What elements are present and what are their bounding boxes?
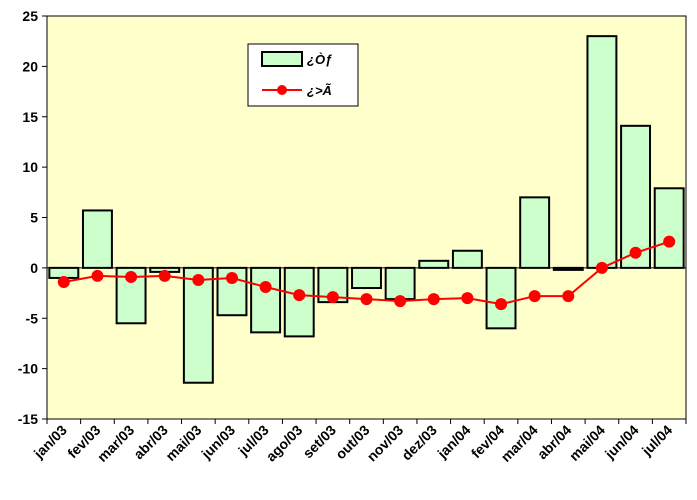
y-tick-label: 25 <box>22 8 38 24</box>
line-point <box>259 281 272 294</box>
x-tick-label: set/03 <box>300 422 340 462</box>
x-tick-label: jan/03 <box>30 422 70 462</box>
bar <box>283 266 315 338</box>
line-point <box>394 295 407 308</box>
y-tick-label: -5 <box>26 310 39 326</box>
bar <box>620 124 652 269</box>
bar <box>451 249 483 269</box>
legend-bar-label: ¿Òƒ <box>307 52 332 67</box>
x-tick-label: jul/04 <box>638 422 675 459</box>
legend-line-label: ¿>Ã <box>307 83 332 98</box>
y-tick-label: 20 <box>22 58 38 74</box>
line-point <box>360 293 373 306</box>
x-axis: jan/03fev/03mar/03abr/03mai/03jun/03jul/… <box>30 419 687 465</box>
bar <box>653 187 685 269</box>
x-tick-label: mai/04 <box>566 422 608 464</box>
y-tick-label: 5 <box>30 210 38 226</box>
line-point <box>495 298 508 311</box>
legend-line-marker <box>277 85 287 95</box>
line-point <box>528 290 541 303</box>
x-tick-label: jun/04 <box>601 422 642 463</box>
line-point <box>663 235 676 248</box>
x-tick-label: jan/04 <box>433 422 473 462</box>
y-tick-label: 15 <box>22 109 38 125</box>
bar <box>586 35 618 269</box>
y-axis: 25 20 15 10 5 0 -5 -10 -15 <box>18 8 47 427</box>
x-tick-label: mai/03 <box>162 422 204 464</box>
x-tick-label: dez/03 <box>398 422 440 464</box>
line-series <box>57 235 676 311</box>
line-point <box>192 273 205 286</box>
legend: ¿Òƒ ¿>Ã <box>247 43 359 107</box>
line-point <box>225 271 238 284</box>
legend-bar-swatch <box>261 51 303 67</box>
line-point <box>326 291 339 304</box>
bar <box>351 266 382 290</box>
plot-area <box>46 15 687 420</box>
line-point <box>629 246 642 259</box>
x-tick-label: mar/03 <box>94 422 137 465</box>
y-tick-label: 0 <box>30 260 38 276</box>
x-tick-label: mar/04 <box>498 422 541 465</box>
bar <box>485 266 517 330</box>
y-tick-label: -10 <box>18 361 38 377</box>
bar <box>384 266 416 301</box>
line-point <box>562 290 575 303</box>
bar-series <box>48 35 685 384</box>
line-point <box>595 261 608 274</box>
x-tick-label: jun/03 <box>197 422 238 463</box>
line-point <box>461 292 474 305</box>
line-point <box>293 289 306 302</box>
bar <box>519 196 551 269</box>
line-point <box>158 269 171 282</box>
bar <box>81 209 113 269</box>
bar <box>250 266 282 334</box>
y-tick-label: -15 <box>18 411 38 427</box>
bar <box>182 266 214 384</box>
line-point <box>91 269 104 282</box>
line-point <box>427 293 440 306</box>
line-point <box>57 275 70 288</box>
x-tick-label: nov/03 <box>364 422 407 465</box>
line-point <box>125 270 138 283</box>
x-tick-label: ago/03 <box>263 422 306 465</box>
bar <box>418 259 450 269</box>
y-tick-label: 10 <box>22 159 38 175</box>
